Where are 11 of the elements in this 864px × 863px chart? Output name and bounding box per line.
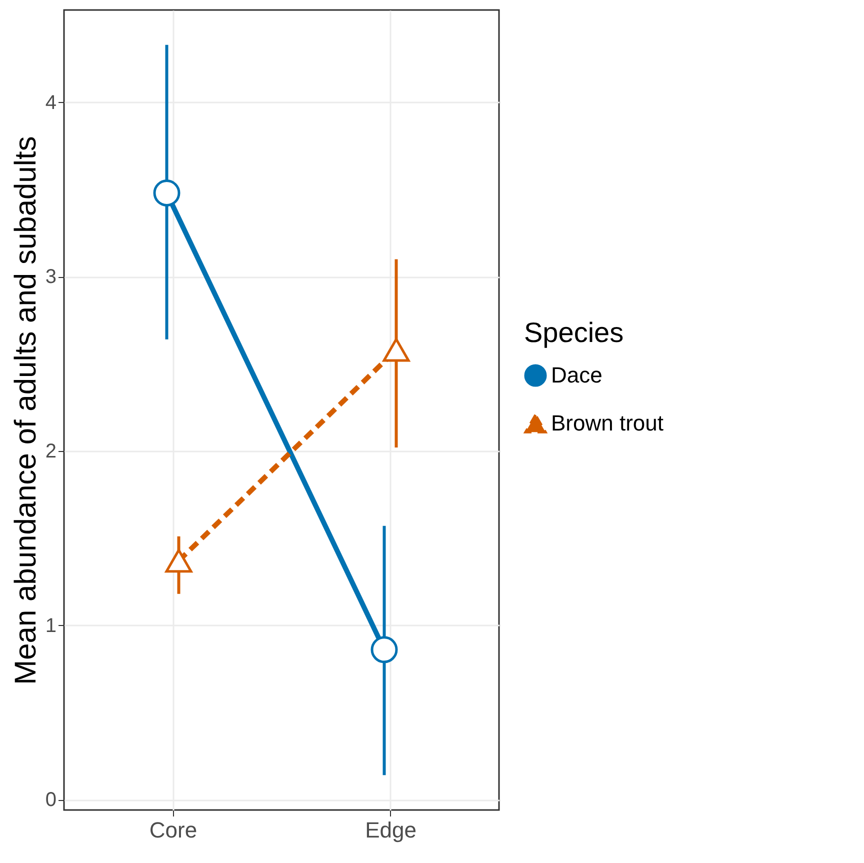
- x-tick-label: Edge: [365, 818, 416, 842]
- legend-label: Brown trout: [551, 410, 664, 436]
- y-tick-label: 2: [45, 440, 56, 462]
- legend-label: Dace: [551, 362, 602, 388]
- y-tick-label: 0: [45, 789, 56, 812]
- legend-title: Species: [524, 317, 624, 348]
- y-tick-label: 4: [45, 92, 56, 114]
- y-axis-title: Mean abundance of adults and subadults: [9, 136, 42, 685]
- x-tick-label: Core: [149, 818, 198, 842]
- y-tick-label: 1: [45, 614, 56, 637]
- y-tick-label: 3: [45, 266, 56, 288]
